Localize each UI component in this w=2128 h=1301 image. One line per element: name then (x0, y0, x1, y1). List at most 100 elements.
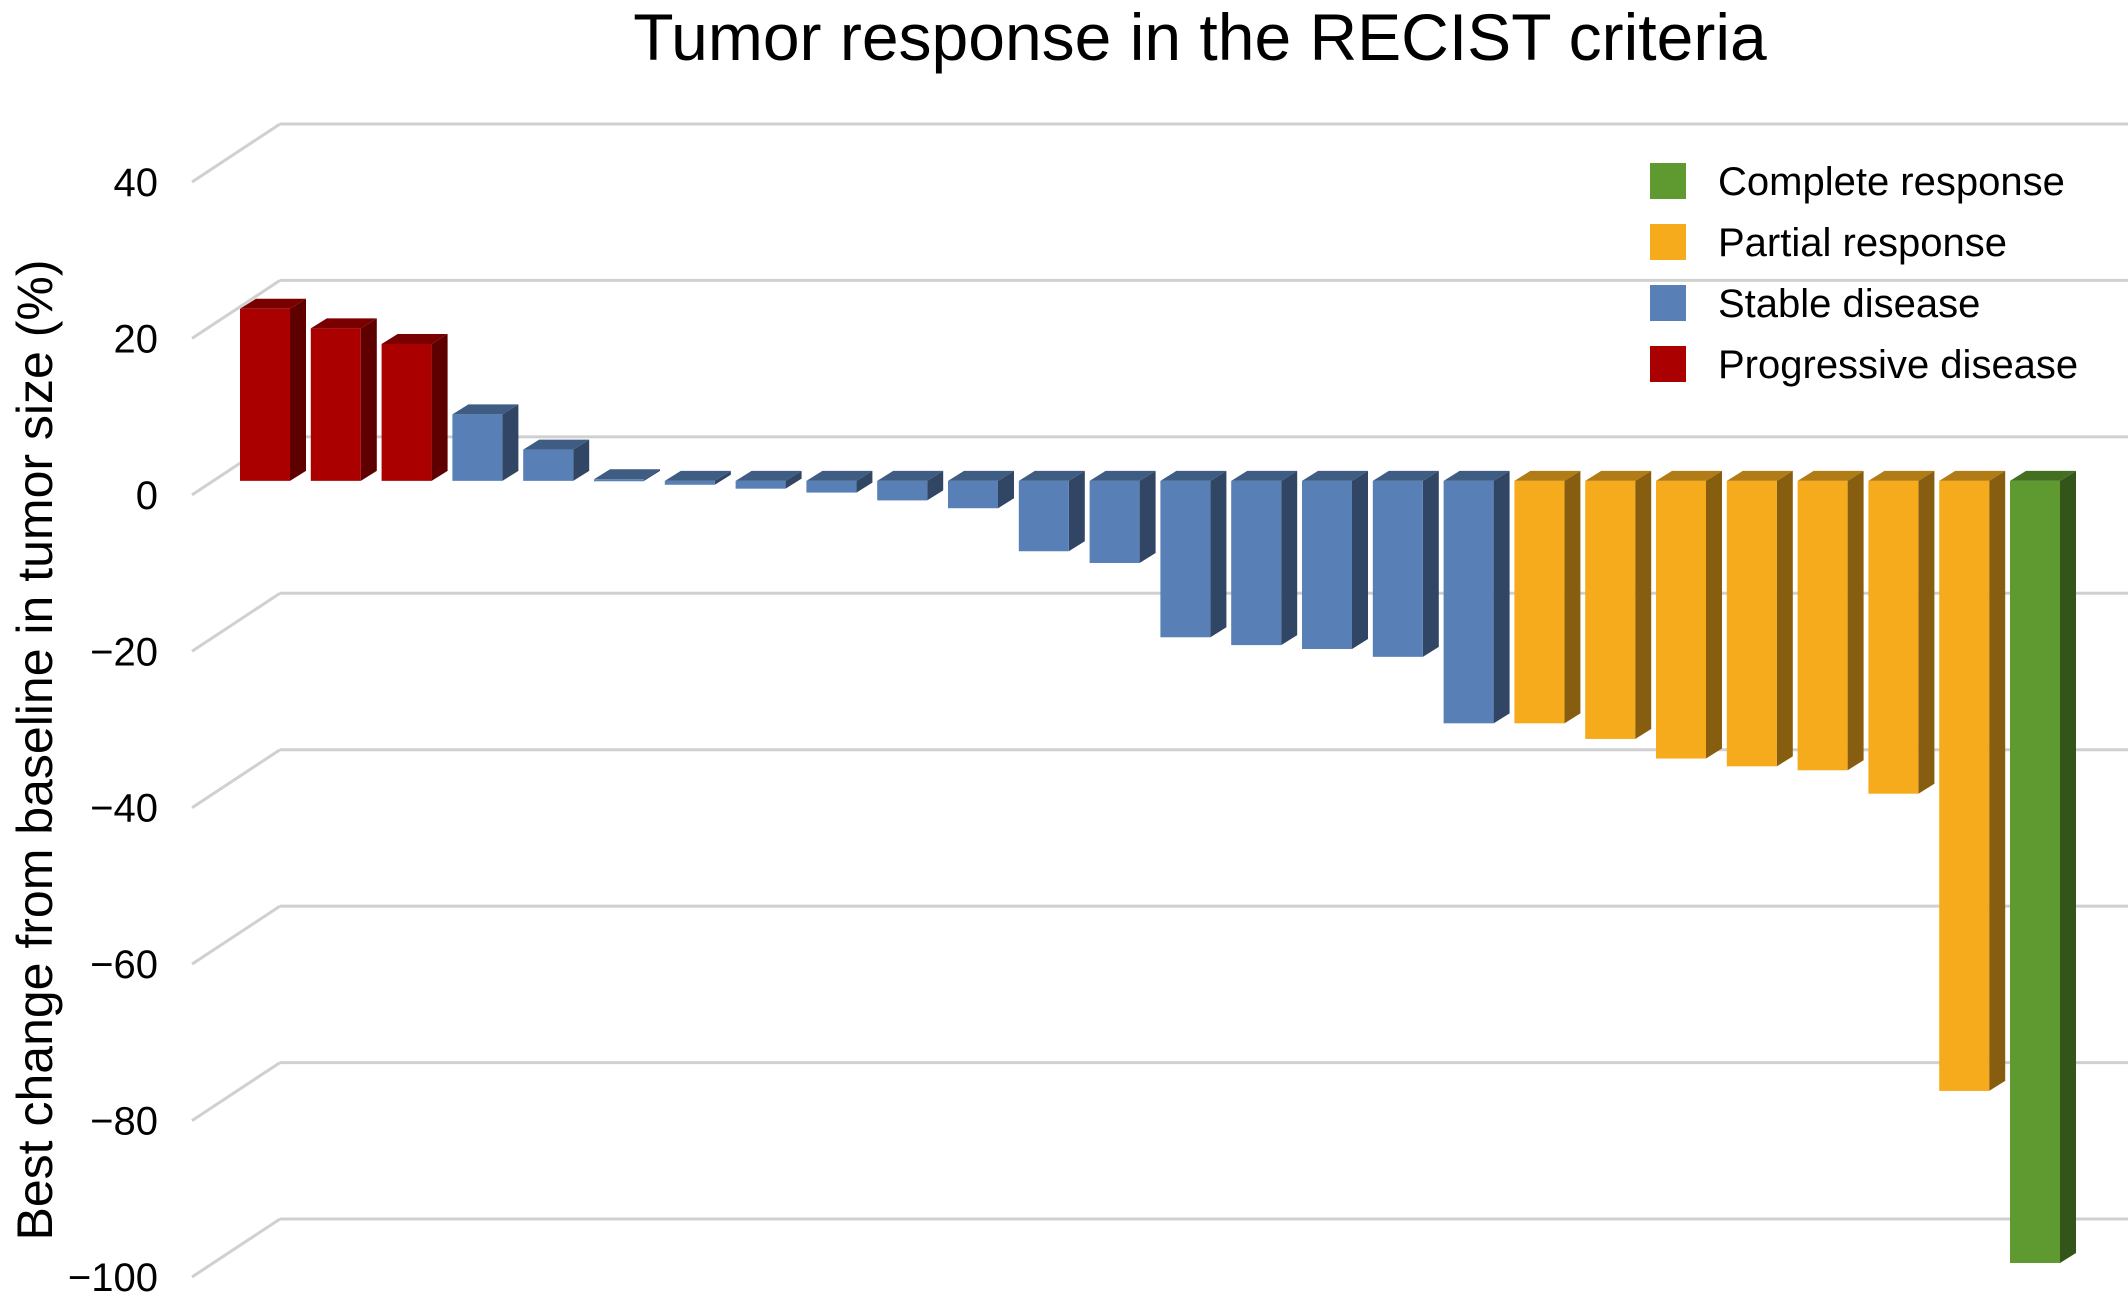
bar-top (1514, 470, 1581, 481)
bar-side (431, 333, 448, 481)
bar-front (1089, 480, 1140, 563)
bar (1939, 470, 2006, 1091)
legend-swatch (1650, 224, 1686, 260)
bar-side (1776, 470, 1793, 767)
gridline-side (191, 279, 281, 340)
bar-top (240, 298, 306, 309)
bar-side (1210, 470, 1227, 638)
bar-front (452, 414, 503, 481)
bar-front (1302, 480, 1352, 650)
legend-label: Stable disease (1718, 282, 1980, 326)
bar-side (1635, 470, 1652, 739)
y-tick-label: 40 (114, 161, 159, 205)
bar-front (1018, 480, 1069, 552)
bar-front (1939, 480, 1990, 1091)
gridlines (191, 122, 2128, 1279)
legend-item: Partial response (1650, 221, 2007, 265)
bar-top (1018, 470, 1085, 481)
bar-top (1372, 470, 1439, 481)
bar-top (594, 469, 660, 480)
gridline-side (191, 1217, 281, 1279)
y-tick-label: −40 (90, 787, 158, 831)
bar-side (1068, 470, 1085, 552)
y-tick-label: 0 (136, 474, 158, 518)
bar (240, 298, 306, 481)
legend-label: Progressive disease (1718, 343, 2078, 387)
bar (1160, 470, 1227, 638)
bar (877, 470, 944, 501)
bar-top (1726, 470, 1793, 481)
bar-top (1585, 470, 1652, 481)
bar-side (1847, 470, 1864, 771)
bar-side (644, 469, 660, 481)
legend: Complete response Partial response Stable … (1650, 160, 2078, 387)
legend-swatch (1650, 346, 1686, 382)
bar-top (523, 439, 590, 450)
bar-side (1493, 470, 1510, 724)
bar-top (1939, 470, 2006, 481)
y-tick-label: −20 (90, 630, 158, 674)
bar-side (1139, 470, 1156, 563)
bar-top (1302, 470, 1368, 481)
bar-side (1352, 470, 1368, 650)
bar (1443, 470, 1510, 724)
bar-top (452, 404, 519, 415)
legend-item: Stable disease (1650, 282, 1980, 326)
bar-top (1089, 470, 1156, 481)
bar-front (1656, 480, 1706, 759)
bar (594, 469, 660, 482)
gridline-side (191, 904, 281, 966)
bar-top (1160, 470, 1227, 481)
bar-front (523, 449, 574, 481)
y-axis-label: Best change from baseline in tumor size … (7, 260, 63, 1241)
bar-front (1514, 480, 1565, 724)
bar (664, 470, 731, 485)
bar-side (573, 439, 590, 481)
bar-front (2010, 480, 2060, 1263)
bar-top (806, 470, 873, 481)
legend-label: Complete response (1718, 160, 2065, 204)
bar (310, 318, 377, 481)
bar (806, 470, 873, 493)
gridline-side (191, 748, 281, 809)
gridline-side (191, 1061, 281, 1122)
y-tick-label: 20 (114, 317, 159, 361)
bar (1514, 470, 1581, 724)
bar (735, 470, 802, 489)
bar (2010, 470, 2076, 1263)
bar-top (877, 470, 944, 481)
gridline-side (191, 592, 281, 653)
bar-side (1564, 470, 1581, 724)
bar-front (381, 343, 432, 481)
bar-front (1797, 480, 1848, 771)
bar-top (1656, 470, 1722, 481)
bar (1372, 470, 1439, 657)
bar-front (806, 480, 857, 493)
bar-side (1989, 470, 2006, 1091)
bar-side (856, 470, 873, 493)
bar (1656, 470, 1722, 759)
bar-top (948, 470, 1014, 481)
bar-top (1443, 470, 1510, 481)
bar-top (2010, 470, 2076, 481)
bar-front (310, 328, 361, 481)
legend-item: Complete response (1650, 160, 2065, 204)
bar (1726, 470, 1793, 767)
legend-item: Progressive disease (1650, 343, 2078, 387)
bar-front (1585, 480, 1636, 739)
bar-side (927, 470, 944, 501)
bar-side (714, 470, 731, 485)
bar (1018, 470, 1085, 552)
bar-side (2060, 470, 2076, 1263)
bar-side (1706, 470, 1722, 759)
bar-side (785, 470, 802, 489)
y-axis-ticks: 40 20 0 −20 −40 −60 −80 −100 (68, 161, 158, 1300)
bar-front (664, 480, 715, 485)
bar-side (1918, 470, 1935, 794)
legend-swatch (1650, 285, 1686, 321)
bar-side (1281, 470, 1298, 646)
bar-front (1726, 480, 1777, 767)
bar (1231, 470, 1298, 646)
bar-top (735, 470, 802, 481)
